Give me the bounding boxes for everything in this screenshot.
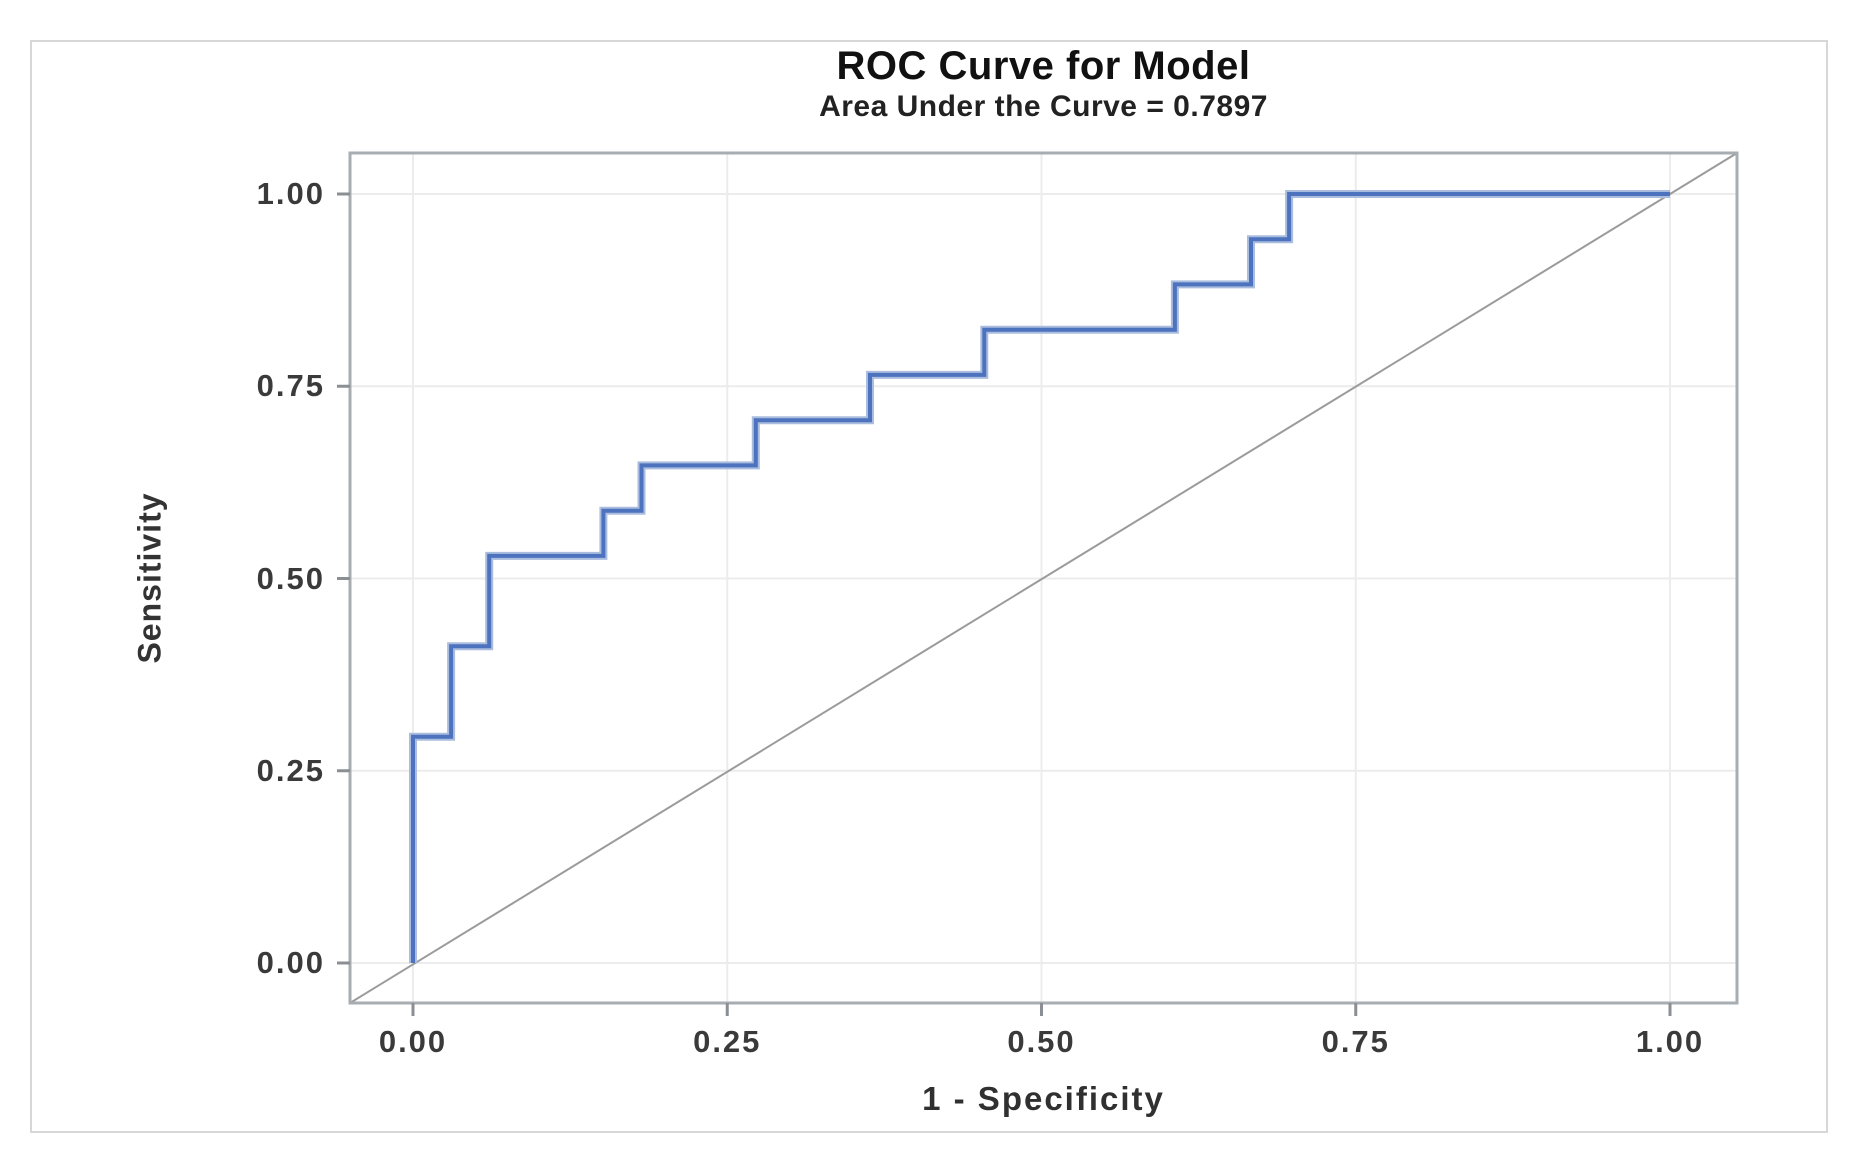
y-tick-label: 0.00 [256, 945, 325, 980]
x-tick-label: 1.00 [1635, 1024, 1705, 1059]
x-axis-title: 1 - Specificity [922, 1080, 1165, 1117]
diagonal-reference-line [349, 152, 1738, 1004]
chart-title: ROC Curve for Model [836, 44, 1251, 88]
y-axis-title: Sensitivity [131, 492, 168, 664]
roc-plot [337, 151, 1739, 1016]
figure-border [30, 40, 1828, 1133]
y-tick-label: 0.75 [256, 368, 325, 404]
y-tick-label: 0.25 [256, 752, 325, 788]
x-tick-label: 0.75 [1321, 1024, 1390, 1059]
x-tick-label: 0.25 [693, 1024, 762, 1059]
roc-curve [411, 192, 1670, 963]
title-block: ROC Curve for Model Area Under the Curve… [350, 44, 1737, 125]
x-tick-label: 0.50 [1007, 1024, 1076, 1059]
chart-subtitle: Area Under the Curve = 0.7897 [819, 90, 1268, 123]
y-tick-label: 1.00 [256, 176, 325, 211]
y-tick-label: 0.50 [256, 560, 325, 596]
x-tick-label: 0.00 [378, 1024, 448, 1059]
